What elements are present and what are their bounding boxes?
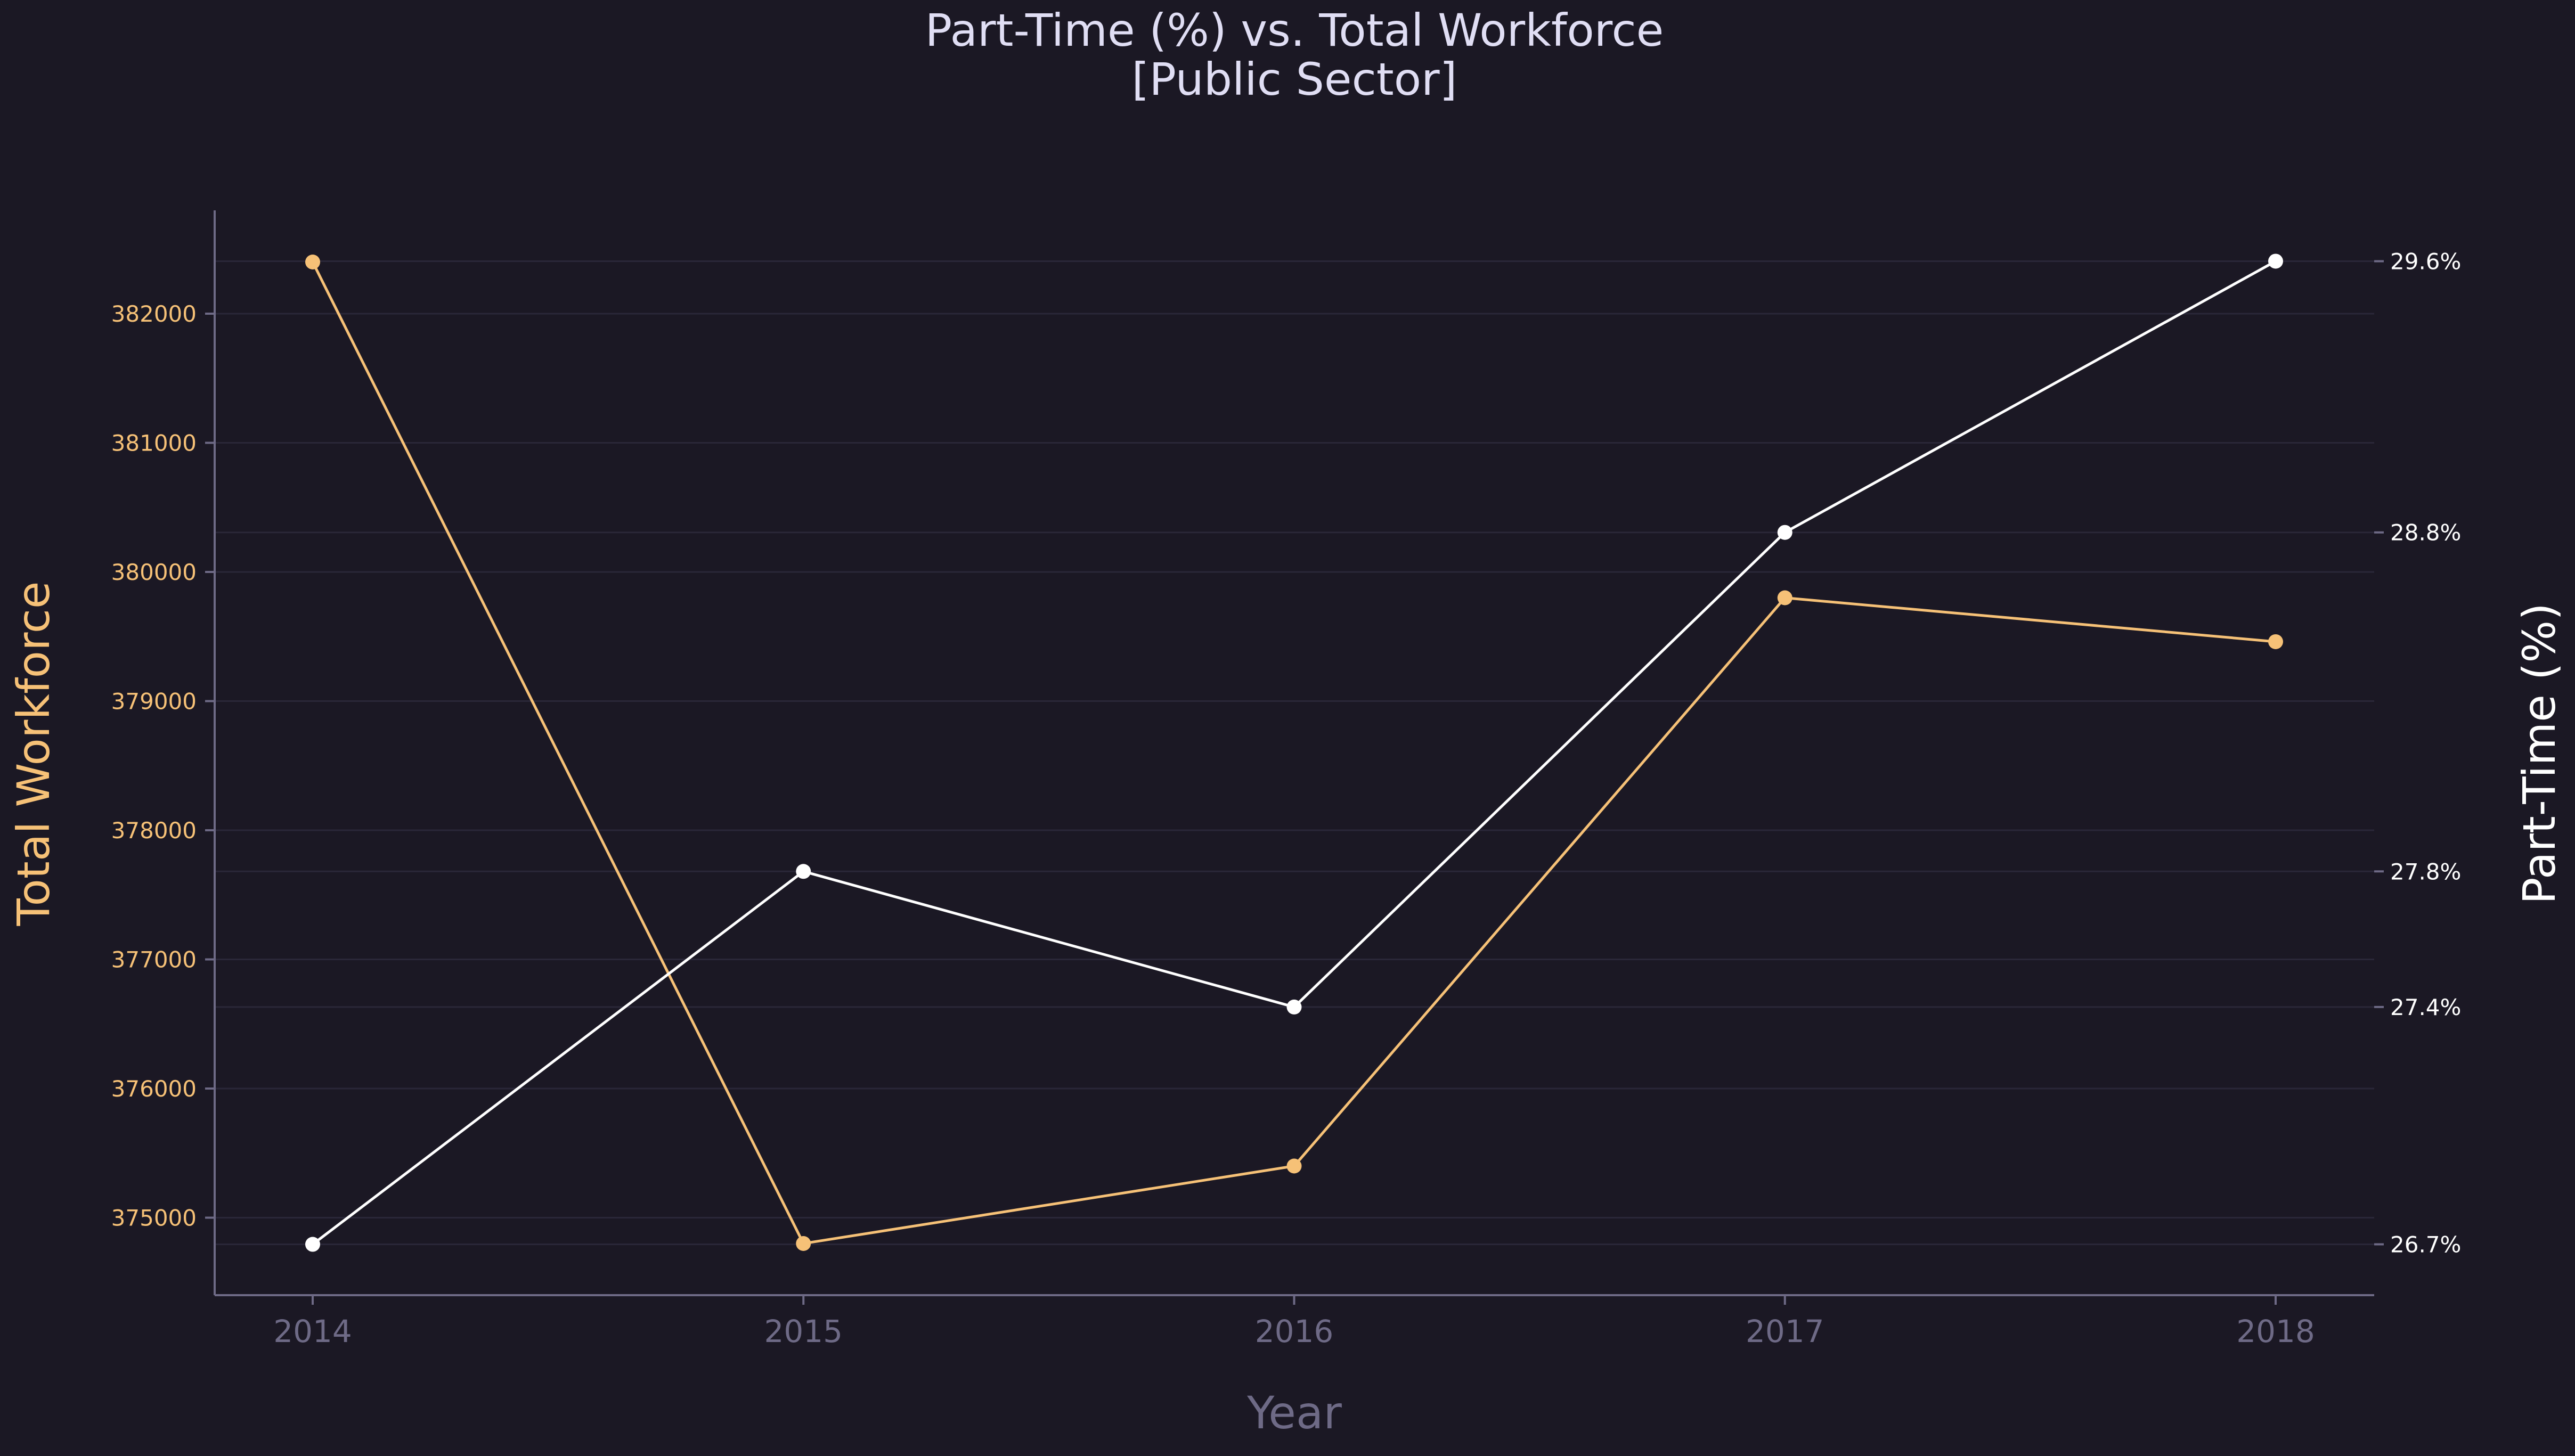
x-tick-label: 2016	[1255, 1313, 1334, 1349]
y-left-tick-label: 381000	[111, 430, 197, 456]
data-points	[305, 253, 2283, 1252]
data-point-right	[305, 1237, 320, 1252]
grid-lines	[215, 260, 2374, 1246]
y-left-tick-label: 375000	[111, 1205, 197, 1231]
chart-title: Part-Time (%) vs. Total Workforce	[925, 4, 1664, 56]
y-right-tick-label: 29.6%	[2390, 248, 2461, 274]
y-left-tick-label: 378000	[111, 817, 197, 844]
y-left-tick-label: 380000	[111, 559, 197, 585]
series-line-right	[312, 260, 2277, 1246]
data-point-left	[305, 255, 320, 269]
x-tick-label: 2014	[273, 1313, 352, 1349]
chart-subtitle: [Public Sector]	[1132, 53, 1457, 105]
x-axis-label: Year	[1246, 1387, 1342, 1439]
x-tick-label: 2018	[2236, 1313, 2315, 1349]
y-right-tick-label: 28.8%	[2390, 520, 2461, 546]
tick-labels: 2014 2015 2016 2017 2018 375000 376000 377000 37…	[111, 248, 2462, 1349]
y-left-tick-label: 377000	[111, 947, 197, 973]
series-lines	[311, 260, 2277, 1246]
axes	[205, 210, 2384, 1305]
data-point-right	[2268, 253, 2283, 269]
data-point-left	[1777, 590, 1792, 606]
y-left-tick-label: 382000	[111, 301, 197, 327]
data-point-right	[796, 864, 811, 879]
x-tick-label: 2015	[764, 1313, 843, 1349]
y-right-tick-label: 27.8%	[2390, 858, 2461, 885]
y-right-tick-label: 26.7%	[2390, 1232, 2461, 1258]
y-axis-label-left: Total Workforce	[7, 581, 60, 926]
data-point-right	[1777, 525, 1792, 540]
y-left-tick-label: 379000	[111, 689, 197, 715]
y-axis-label-right: Part-Time (%)	[2513, 603, 2565, 904]
data-point-left	[1286, 1158, 1302, 1174]
data-point-right	[1286, 999, 1302, 1015]
y-right-tick-label: 27.4%	[2390, 994, 2461, 1020]
data-point-left	[2268, 634, 2283, 649]
y-left-tick-label: 376000	[111, 1076, 197, 1102]
series-line-left	[311, 261, 2276, 1245]
data-point-left	[796, 1236, 811, 1251]
x-tick-label: 2017	[1746, 1313, 1824, 1349]
